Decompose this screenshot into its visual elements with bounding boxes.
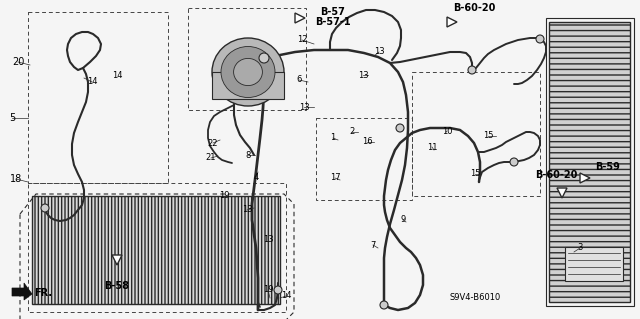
Text: 12: 12 [297,35,307,44]
Text: 13: 13 [374,48,384,56]
Text: 17: 17 [330,174,340,182]
Bar [32,196,280,304]
Circle shape [41,204,49,212]
Bar [412,72,540,196]
Text: 19: 19 [219,191,229,201]
Text: B-58: B-58 [104,281,129,291]
Text: 21: 21 [205,153,216,162]
Text: B-57-1: B-57-1 [315,17,351,27]
Text: 15: 15 [470,169,480,179]
Text: 10: 10 [442,127,452,136]
Text: 1: 1 [330,133,335,143]
Bar [212,72,284,99]
Text: 22: 22 [208,138,218,147]
Bar [28,183,286,312]
Circle shape [259,53,269,63]
Text: 3: 3 [577,243,582,253]
Text: 16: 16 [362,137,372,146]
Bar [549,22,630,302]
Circle shape [510,158,518,166]
Bar [546,18,634,306]
Text: 9: 9 [401,216,406,225]
Polygon shape [557,188,567,198]
Bar [565,247,623,281]
Text: 6: 6 [296,76,301,85]
Text: 7: 7 [371,241,376,249]
Circle shape [396,124,404,132]
Text: S9V4-B6010: S9V4-B6010 [449,293,500,301]
Text: B-59: B-59 [596,162,620,172]
Circle shape [380,301,388,309]
Text: 14: 14 [281,292,291,300]
Text: 4: 4 [253,173,259,182]
Text: 2: 2 [349,128,355,137]
Ellipse shape [234,58,262,85]
Text: 15: 15 [483,131,493,140]
Text: B-57: B-57 [321,7,346,17]
Polygon shape [580,173,590,183]
Circle shape [536,35,544,43]
Text: 8: 8 [245,151,251,160]
Text: 13: 13 [262,235,273,244]
Bar [316,118,412,200]
Bar [28,12,168,183]
Circle shape [274,286,282,294]
Text: 14: 14 [112,70,122,79]
Text: 5: 5 [9,113,15,123]
Ellipse shape [221,47,275,98]
Polygon shape [447,17,457,27]
Text: 18: 18 [10,174,22,184]
Text: 11: 11 [427,143,437,152]
Polygon shape [295,13,305,23]
Text: FR.: FR. [34,288,52,298]
Text: 13: 13 [358,70,368,79]
Text: 14: 14 [87,78,97,86]
Text: B-60-20: B-60-20 [453,3,495,13]
Text: 19: 19 [263,286,273,294]
Text: B-60-20: B-60-20 [535,170,577,180]
Text: 13: 13 [299,102,309,112]
Circle shape [468,66,476,74]
Ellipse shape [212,38,284,106]
Text: 20: 20 [12,57,24,67]
Text: 13: 13 [242,205,252,214]
Polygon shape [12,283,32,300]
Bar [188,8,306,110]
Polygon shape [112,255,122,265]
